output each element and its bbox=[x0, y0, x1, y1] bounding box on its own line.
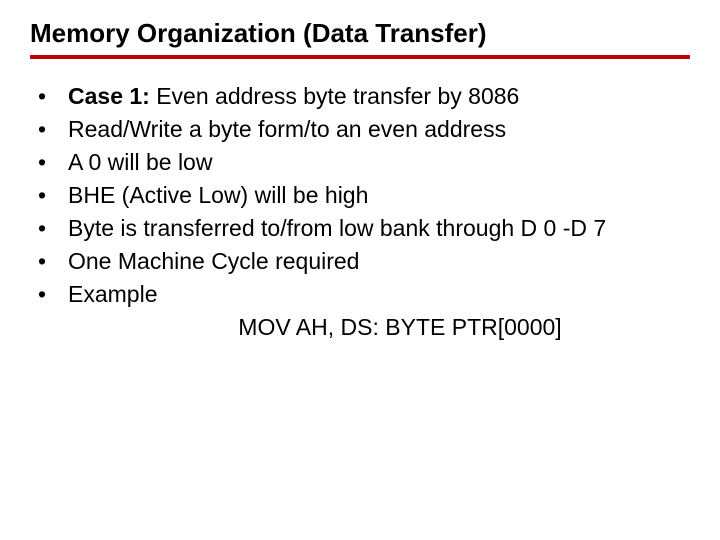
list-item-text: Read/Write a byte form/to an even addres… bbox=[68, 116, 506, 142]
slide-content: Case 1: Even address byte transfer by 80… bbox=[30, 81, 690, 343]
list-item: One Machine Cycle required bbox=[30, 246, 690, 277]
list-item-text: Even address byte transfer by 8086 bbox=[150, 83, 520, 109]
list-item: Read/Write a byte form/to an even addres… bbox=[30, 114, 690, 145]
example-code: MOV AH, DS: BYTE PTR[0000] bbox=[30, 312, 690, 343]
list-item: Case 1: Even address byte transfer by 80… bbox=[30, 81, 690, 112]
case-label: Case 1: bbox=[68, 83, 150, 109]
list-item: BHE (Active Low) will be high bbox=[30, 180, 690, 211]
list-item-text: BHE (Active Low) will be high bbox=[68, 182, 368, 208]
list-item-text: One Machine Cycle required bbox=[68, 248, 359, 274]
list-item: Byte is transferred to/from low bank thr… bbox=[30, 213, 690, 244]
list-item-text: A 0 will be low bbox=[68, 149, 212, 175]
slide: Memory Organization (Data Transfer) Case… bbox=[0, 0, 720, 540]
list-item-text: Example bbox=[68, 281, 157, 307]
bullet-list: Case 1: Even address byte transfer by 80… bbox=[30, 81, 690, 310]
list-item: Example bbox=[30, 279, 690, 310]
list-item: A 0 will be low bbox=[30, 147, 690, 178]
slide-title: Memory Organization (Data Transfer) bbox=[30, 18, 690, 59]
list-item-text: Byte is transferred to/from low bank thr… bbox=[68, 215, 606, 241]
